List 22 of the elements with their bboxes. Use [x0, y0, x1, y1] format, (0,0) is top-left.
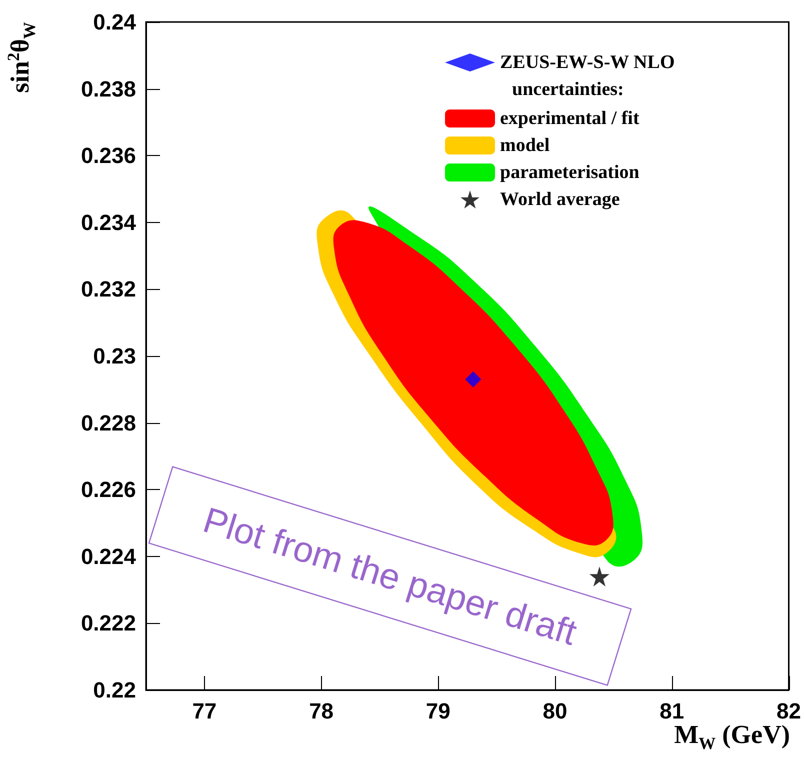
annotation: Plot from the paper draft: [198, 498, 582, 654]
legend-label: model: [500, 135, 550, 156]
legend-label: experimental / fit: [500, 108, 640, 129]
legend-label: World average: [500, 189, 620, 210]
x-tick-label: 80: [542, 698, 568, 724]
x-tick-label: 78: [309, 698, 334, 724]
y-tick-label: 0.222: [80, 610, 136, 636]
y-tick-label: 0.22: [93, 678, 136, 702]
legend-label: ZEUS-EW-S-W NLO: [500, 52, 675, 73]
y-tick-label: 0.236: [80, 143, 136, 168]
y-tick-label: 0.224: [80, 544, 137, 569]
y-tick-label: 0.238: [80, 76, 136, 102]
y-tick-label: 0.226: [80, 477, 136, 502]
x-tick-label: 79: [426, 698, 450, 724]
y-tick-label: 0.23: [93, 344, 136, 368]
y-tick-label: 0.228: [80, 410, 136, 436]
y-tick-label: 0.234: [80, 210, 137, 235]
legend-label: parameterisation: [500, 162, 640, 183]
legend-title: uncertainties:: [512, 79, 624, 100]
x-tick-label: 77: [192, 698, 217, 724]
y-tick-label: 0.24: [93, 10, 137, 34]
y-tick-label: 0.232: [80, 276, 136, 302]
